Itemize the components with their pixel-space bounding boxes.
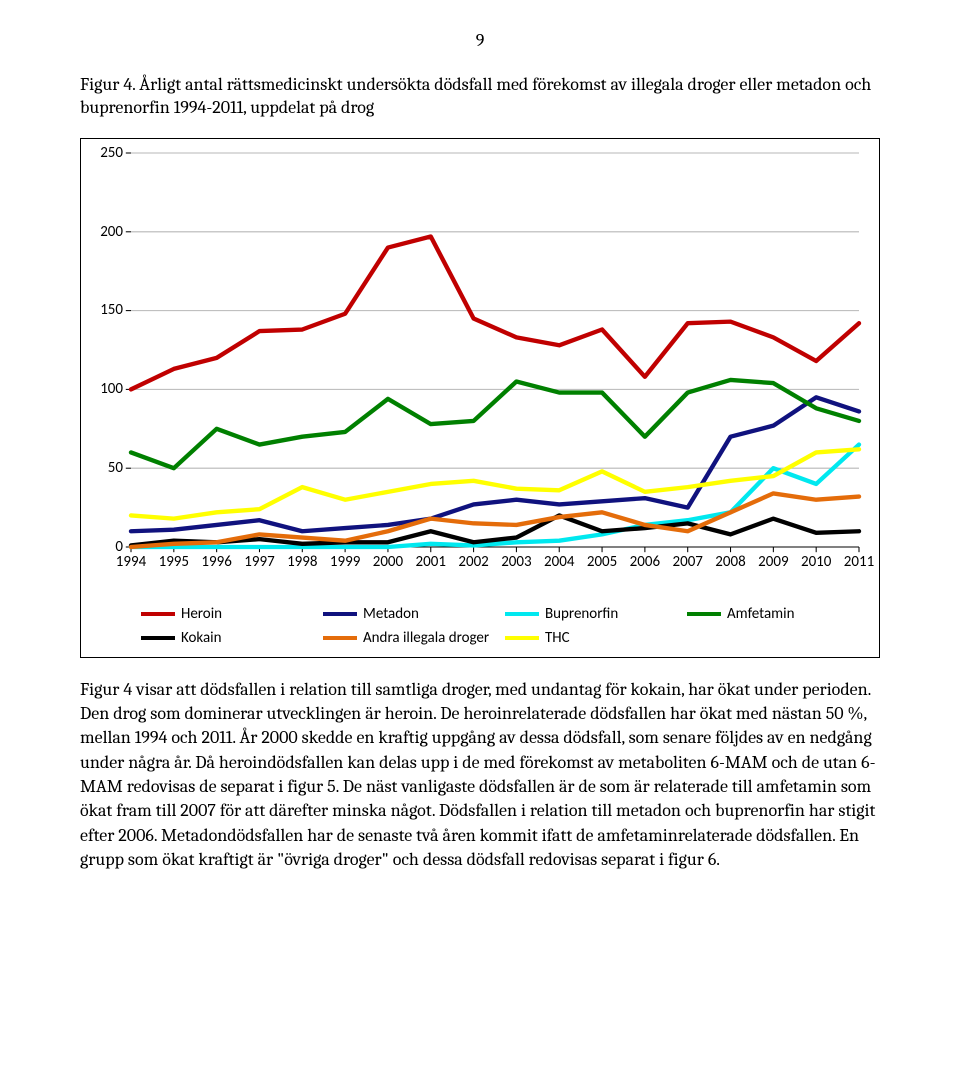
- legend-swatch: [687, 612, 721, 616]
- legend-swatch: [505, 636, 539, 640]
- x-tick-label: 2011: [844, 553, 874, 571]
- x-tick-label: 2003: [501, 553, 531, 571]
- y-tick-label: 150: [100, 301, 123, 319]
- series-line: [131, 444, 859, 546]
- legend-label: Amfetamin: [727, 605, 795, 623]
- x-tick-label: 1995: [159, 553, 189, 571]
- y-tick-label: 50: [108, 459, 123, 477]
- chart-svg: [131, 153, 859, 547]
- body-paragraph: Figur 4 visar att dödsfallen i relation …: [80, 678, 880, 872]
- series-line: [131, 380, 859, 468]
- chart-legend: Heroin Metadon Buprenorfin Amfetamin Kokain A…: [141, 605, 859, 647]
- legend-item: Metadon: [323, 605, 495, 623]
- x-tick-label: 2000: [373, 553, 403, 571]
- x-tick-label: 2006: [630, 553, 660, 571]
- y-tick-label: 200: [100, 223, 123, 241]
- y-tick-label: 250: [100, 144, 123, 162]
- x-tick-label: 2002: [458, 553, 488, 571]
- x-tick-label: 2001: [416, 553, 446, 571]
- legend-label: Heroin: [181, 605, 222, 623]
- page-number: 9: [80, 30, 880, 51]
- legend-item: Andra illegala droger: [323, 629, 495, 647]
- document-page: 9 Figur 4. Årligt antal rättsmedicinskt …: [0, 0, 960, 912]
- legend-swatch: [323, 612, 357, 616]
- legend-label: Kokain: [181, 629, 222, 647]
- legend-item: Kokain: [141, 629, 313, 647]
- legend-swatch: [323, 636, 357, 640]
- legend-label: Andra illegala droger: [363, 629, 489, 647]
- x-tick-label: 2008: [715, 553, 745, 571]
- legend-label: THC: [545, 629, 570, 647]
- x-tick-label: 1999: [330, 553, 360, 571]
- x-tick-label: 2010: [801, 553, 831, 571]
- chart-frame: 050100150200250 199419951996199719981999…: [80, 138, 880, 658]
- plot-area: 050100150200250 199419951996199719981999…: [131, 153, 859, 547]
- series-line: [131, 236, 859, 389]
- series-line: [131, 449, 859, 518]
- figure-caption: Figur 4. Årligt antal rättsmedicinskt un…: [80, 73, 880, 120]
- legend-item: THC: [505, 629, 677, 647]
- series-line: [131, 515, 859, 545]
- x-tick-label: 2007: [672, 553, 702, 571]
- legend-swatch: [141, 612, 175, 616]
- legend-label: Buprenorfin: [545, 605, 618, 623]
- legend-item: Amfetamin: [687, 605, 859, 623]
- legend-swatch: [505, 612, 539, 616]
- legend-item: Heroin: [141, 605, 313, 623]
- legend-item: Buprenorfin: [505, 605, 677, 623]
- legend-label: Metadon: [363, 605, 419, 623]
- x-tick-label: 2005: [587, 553, 617, 571]
- x-tick-label: 1996: [201, 553, 231, 571]
- x-tick-label: 2004: [544, 553, 574, 571]
- y-tick-label: 100: [100, 380, 123, 398]
- legend-swatch: [141, 636, 175, 640]
- x-tick-label: 1997: [244, 553, 274, 571]
- x-tick-label: 1998: [287, 553, 317, 571]
- x-tick-label: 1994: [116, 553, 146, 571]
- x-tick-label: 2009: [758, 553, 788, 571]
